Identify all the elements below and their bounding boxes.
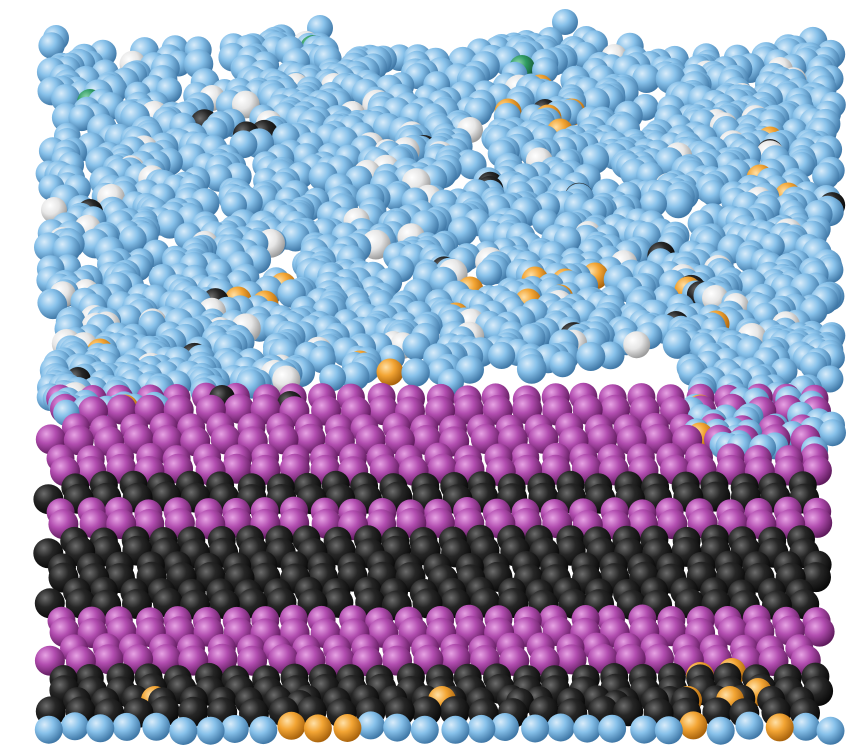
- orange-atom: [679, 711, 708, 740]
- blue-atom: [576, 342, 606, 371]
- white-atom: [623, 331, 651, 359]
- blue-atom: [475, 259, 503, 286]
- blue-atom: [402, 332, 431, 361]
- blue-atom: [60, 712, 89, 741]
- orange-atom: [765, 713, 794, 742]
- blue-atom: [632, 64, 661, 93]
- blue-atom: [383, 713, 412, 742]
- blue-atom: [706, 716, 735, 745]
- magenta-atom: [804, 616, 835, 647]
- blue-atom: [34, 715, 63, 744]
- blue-atom: [521, 714, 550, 743]
- blue-atom: [516, 354, 547, 384]
- blue-atom: [816, 365, 844, 393]
- blue-atom: [340, 362, 370, 391]
- blue-atom: [816, 716, 845, 745]
- blue-atom: [169, 717, 198, 745]
- atom-layer: [33, 9, 846, 745]
- orange-atom: [277, 711, 306, 740]
- blue-atom: [654, 716, 683, 745]
- blue-atom: [549, 351, 576, 378]
- blue-atom: [735, 711, 764, 740]
- blue-atom: [598, 714, 627, 743]
- blue-atom: [663, 188, 693, 219]
- blue-atom: [38, 32, 65, 59]
- blue-atom: [488, 341, 516, 369]
- blue-atom: [573, 714, 602, 743]
- blue-atom: [630, 715, 659, 744]
- blue-atom: [86, 714, 115, 743]
- blue-atom: [812, 162, 840, 190]
- blue-atom: [467, 714, 496, 743]
- blue-atom: [112, 712, 141, 741]
- blue-atom: [441, 715, 470, 744]
- blue-atom: [552, 9, 578, 35]
- blue-atom: [662, 329, 693, 359]
- blue-atom: [791, 712, 820, 741]
- blue-atom: [401, 358, 430, 387]
- blue-atom: [410, 715, 439, 744]
- orange-atom: [303, 714, 332, 743]
- blue-atom: [249, 716, 278, 745]
- blue-atom: [490, 713, 519, 741]
- blue-atom: [220, 715, 249, 743]
- blue-atom: [356, 711, 385, 740]
- blue-atom: [700, 180, 727, 207]
- blue-atom: [546, 713, 575, 742]
- blue-atom: [196, 716, 225, 745]
- blue-atom: [142, 712, 171, 741]
- blue-atom: [118, 225, 147, 254]
- blue-atom: [640, 190, 667, 218]
- orange-atom: [376, 358, 404, 386]
- blue-atom: [819, 419, 846, 447]
- orange-atom: [333, 714, 362, 742]
